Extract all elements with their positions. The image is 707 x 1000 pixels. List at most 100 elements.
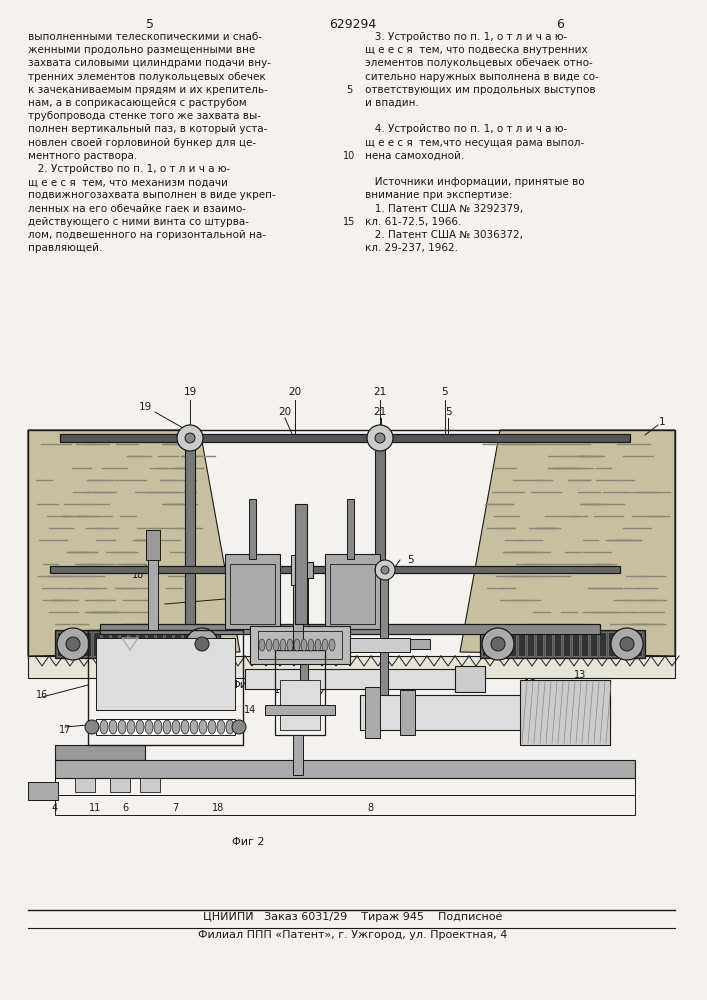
Bar [88, 630, 243, 745]
Ellipse shape [181, 720, 189, 734]
Ellipse shape [315, 639, 321, 651]
Text: нам, а в соприкасающейся с раструбом: нам, а в соприкасающейся с раструбом [28, 98, 247, 108]
Bar [250, 626, 350, 664]
Text: 14: 14 [244, 705, 256, 715]
Bar [96, 719, 235, 735]
Text: 5: 5 [346, 85, 352, 95]
Text: 18: 18 [132, 570, 144, 580]
Text: 6: 6 [387, 670, 393, 680]
Text: новлен своей горловиной бункер для це-: новлен своей горловиной бункер для це- [28, 138, 256, 148]
Bar [55, 630, 220, 658]
Bar [590, 632, 597, 656]
Bar [563, 632, 570, 656]
Bar [174, 632, 181, 656]
Text: подвижногозахвата выполнен в виде укреп-: подвижногозахвата выполнен в виде укреп- [28, 190, 276, 200]
Ellipse shape [294, 639, 300, 651]
Ellipse shape [322, 639, 328, 651]
Text: 19: 19 [139, 402, 151, 412]
Bar [482, 632, 489, 656]
Bar [57, 632, 64, 656]
Bar [536, 632, 543, 656]
Text: 21: 21 [373, 407, 387, 417]
Bar [509, 632, 516, 656]
Text: щ е е с я  тем, что механизм подачи: щ е е с я тем, что механизм подачи [28, 177, 228, 187]
Bar [500, 632, 507, 656]
Text: 2: 2 [152, 604, 158, 614]
Ellipse shape [172, 720, 180, 734]
Bar [608, 632, 615, 656]
Bar [120, 632, 127, 656]
Ellipse shape [329, 639, 335, 651]
Bar [365, 687, 380, 738]
Ellipse shape [287, 639, 293, 651]
Text: 12: 12 [464, 670, 477, 680]
Ellipse shape [109, 720, 117, 734]
Text: 3. Устройство по п. 1, о т л и ч а ю-: 3. Устройство по п. 1, о т л и ч а ю- [365, 32, 567, 42]
Text: и впадин.: и впадин. [365, 98, 419, 108]
Text: трубопровода стенке того же захвата вы-: трубопровода стенке того же захвата вы- [28, 111, 261, 121]
Ellipse shape [208, 720, 216, 734]
Bar [572, 632, 579, 656]
Ellipse shape [154, 720, 162, 734]
Bar [360, 695, 610, 730]
Text: действующего с ними винта со штурва-: действующего с ними винта со штурва- [28, 217, 249, 227]
Bar [60, 434, 630, 442]
Text: щ е е с я  тем,что несущая рама выпол-: щ е е с я тем,что несущая рама выпол- [365, 138, 584, 148]
Bar [55, 795, 635, 815]
Circle shape [232, 720, 246, 734]
Text: 20: 20 [288, 387, 302, 397]
Ellipse shape [127, 720, 135, 734]
Text: 6: 6 [122, 803, 128, 813]
Ellipse shape [190, 720, 198, 734]
Bar [554, 632, 561, 656]
Bar [96, 638, 235, 710]
Text: 4. Устройство по п. 1, о т л и ч а ю-: 4. Устройство по п. 1, о т л и ч а ю- [365, 124, 567, 134]
Bar [230, 564, 275, 624]
Text: 5: 5 [442, 387, 448, 397]
Ellipse shape [199, 720, 207, 734]
Bar [293, 580, 303, 650]
Bar [626, 632, 633, 656]
Bar [55, 745, 145, 760]
Circle shape [491, 637, 505, 651]
Bar [245, 669, 465, 689]
Text: 1. Патент США № 3292379,: 1. Патент США № 3292379, [365, 204, 523, 214]
Text: 4: 4 [182, 670, 188, 680]
Ellipse shape [226, 720, 234, 734]
Bar [291, 555, 305, 585]
Circle shape [185, 433, 195, 443]
Bar [400, 690, 415, 735]
Bar [280, 680, 320, 730]
Text: 2. Патент США № 3036372,: 2. Патент США № 3036372, [365, 230, 523, 240]
Text: 5: 5 [445, 407, 451, 417]
Text: ленных на его обечайке гаек и взаимо-: ленных на его обечайке гаек и взаимо- [28, 204, 246, 214]
Bar [325, 554, 380, 629]
Bar [491, 632, 498, 656]
Bar [347, 499, 354, 559]
Bar [201, 632, 208, 656]
Text: внимание при экспертизе:: внимание при экспертизе: [365, 190, 513, 200]
Circle shape [611, 628, 643, 660]
Text: 2. Устройство по п. 1, о т л и ч а ю-: 2. Устройство по п. 1, о т л и ч а ю- [28, 164, 230, 174]
Bar [28, 430, 675, 658]
Ellipse shape [273, 639, 279, 651]
Polygon shape [460, 430, 675, 656]
Text: 16: 16 [36, 690, 48, 700]
Circle shape [57, 628, 89, 660]
Circle shape [186, 628, 218, 660]
Bar [545, 632, 552, 656]
Ellipse shape [266, 639, 272, 651]
Text: Φиз.1: Φиз.1 [232, 680, 264, 690]
Text: ЦНИИПИ̇   Заказ 6031/29    Тираж 945    Подписное̇: ЦНИИПИ̇ Заказ 6031/29 Тираж 945 Подписно… [204, 912, 503, 922]
Text: тренних элементов полукольцевых обечек: тренних элементов полукольцевых обечек [28, 72, 266, 82]
Text: захвата силовыми цилиндрами подачи вну-: захвата силовыми цилиндрами подачи вну- [28, 58, 271, 68]
Text: щ е е с я  тем, что подвеска внутренних: щ е е с я тем, что подвеска внутренних [365, 45, 588, 55]
Ellipse shape [163, 720, 171, 734]
Bar [210, 632, 217, 656]
Bar [66, 632, 73, 656]
Bar [93, 632, 100, 656]
Bar [28, 782, 58, 800]
Bar [581, 632, 588, 656]
Bar [527, 632, 534, 656]
Bar [265, 705, 335, 715]
